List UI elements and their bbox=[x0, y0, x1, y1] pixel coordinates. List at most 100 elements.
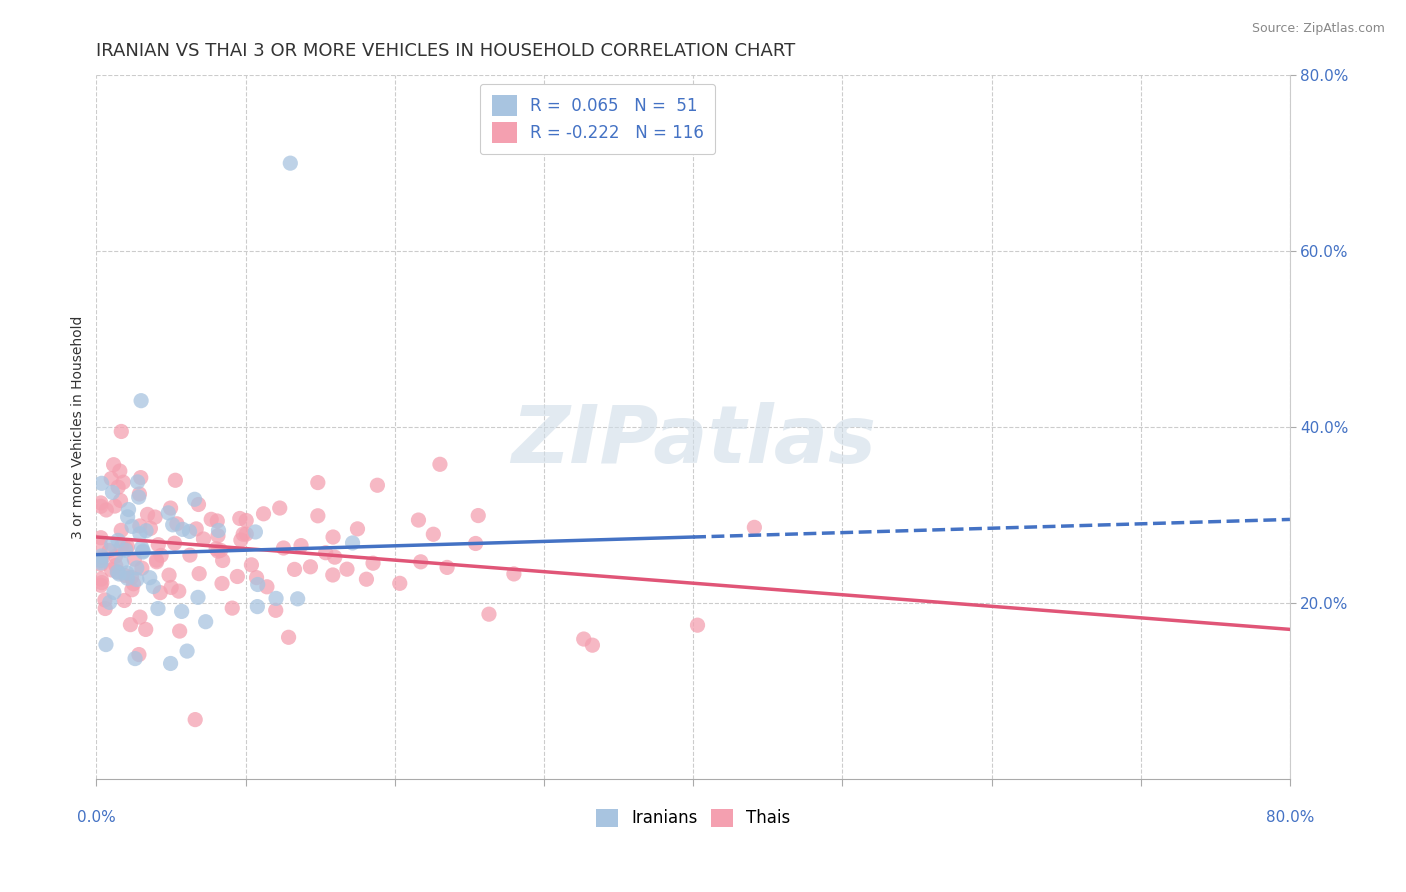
Point bbox=[125, 573, 148, 587]
Point bbox=[90, 578, 112, 592]
Point bbox=[467, 508, 489, 523]
Point bbox=[366, 478, 388, 492]
Point bbox=[90, 549, 112, 563]
Point bbox=[290, 539, 312, 553]
Text: ZIPatlas: ZIPatlas bbox=[510, 402, 876, 480]
Point bbox=[90, 558, 112, 572]
Point bbox=[132, 544, 155, 558]
Point bbox=[323, 550, 346, 565]
Point bbox=[100, 472, 122, 486]
Point bbox=[235, 527, 257, 541]
Point bbox=[184, 713, 207, 727]
Point bbox=[166, 516, 188, 531]
Point bbox=[98, 595, 121, 609]
Point bbox=[114, 543, 136, 558]
Point bbox=[139, 521, 162, 535]
Point bbox=[128, 519, 150, 533]
Point bbox=[90, 575, 112, 590]
Point bbox=[287, 591, 309, 606]
Point bbox=[146, 601, 169, 615]
Point bbox=[101, 485, 124, 500]
Point bbox=[142, 580, 165, 594]
Point bbox=[90, 500, 112, 514]
Point bbox=[129, 526, 152, 541]
Point bbox=[408, 513, 430, 527]
Point bbox=[117, 509, 139, 524]
Point bbox=[112, 593, 135, 607]
Point bbox=[110, 425, 132, 439]
Point bbox=[117, 502, 139, 516]
Point bbox=[172, 522, 194, 536]
Point bbox=[150, 549, 173, 563]
Point bbox=[186, 522, 208, 536]
Point bbox=[90, 553, 112, 567]
Point bbox=[136, 508, 159, 522]
Point bbox=[277, 630, 299, 644]
Point bbox=[278, 156, 301, 170]
Point bbox=[361, 556, 384, 570]
Point bbox=[117, 571, 139, 585]
Point bbox=[91, 550, 114, 565]
Point bbox=[108, 464, 131, 478]
Text: 0.0%: 0.0% bbox=[77, 810, 115, 825]
Point bbox=[167, 584, 190, 599]
Point bbox=[246, 599, 269, 614]
Point bbox=[207, 529, 229, 543]
Point bbox=[160, 581, 183, 595]
Point bbox=[179, 548, 201, 562]
Point bbox=[98, 543, 121, 558]
Point bbox=[90, 572, 112, 586]
Point bbox=[336, 562, 359, 576]
Point bbox=[128, 487, 150, 501]
Point bbox=[686, 618, 709, 632]
Point bbox=[187, 591, 209, 605]
Point bbox=[108, 567, 131, 582]
Point bbox=[322, 568, 344, 582]
Point bbox=[94, 601, 117, 615]
Point bbox=[157, 506, 180, 520]
Point bbox=[193, 532, 215, 546]
Point bbox=[110, 540, 132, 554]
Point bbox=[100, 563, 122, 577]
Point bbox=[283, 562, 305, 576]
Point bbox=[183, 492, 205, 507]
Point bbox=[143, 510, 166, 524]
Point bbox=[131, 541, 153, 555]
Point bbox=[121, 582, 143, 597]
Point bbox=[207, 524, 229, 538]
Point bbox=[114, 568, 136, 582]
Point bbox=[409, 555, 432, 569]
Point bbox=[162, 517, 184, 532]
Point bbox=[252, 507, 274, 521]
Point bbox=[129, 610, 152, 624]
Point bbox=[346, 522, 368, 536]
Point bbox=[169, 624, 191, 638]
Point bbox=[269, 501, 291, 516]
Point bbox=[90, 531, 112, 545]
Point bbox=[209, 543, 232, 558]
Point bbox=[125, 561, 148, 575]
Point bbox=[229, 511, 252, 525]
Point bbox=[135, 524, 157, 538]
Point bbox=[307, 475, 329, 490]
Point bbox=[110, 523, 132, 537]
Point bbox=[94, 638, 117, 652]
Point bbox=[120, 617, 142, 632]
Point bbox=[132, 545, 155, 559]
Point bbox=[221, 601, 243, 615]
Point bbox=[581, 638, 603, 652]
Point bbox=[245, 571, 267, 585]
Point bbox=[145, 553, 167, 567]
Point bbox=[188, 566, 211, 581]
Point bbox=[107, 565, 129, 579]
Point bbox=[131, 561, 153, 575]
Point bbox=[211, 576, 233, 591]
Point bbox=[436, 560, 458, 574]
Point bbox=[124, 651, 146, 665]
Point bbox=[100, 537, 122, 551]
Point bbox=[226, 569, 249, 583]
Text: 80.0%: 80.0% bbox=[1265, 810, 1315, 825]
Point bbox=[422, 527, 444, 541]
Point bbox=[90, 496, 112, 510]
Point bbox=[138, 571, 160, 585]
